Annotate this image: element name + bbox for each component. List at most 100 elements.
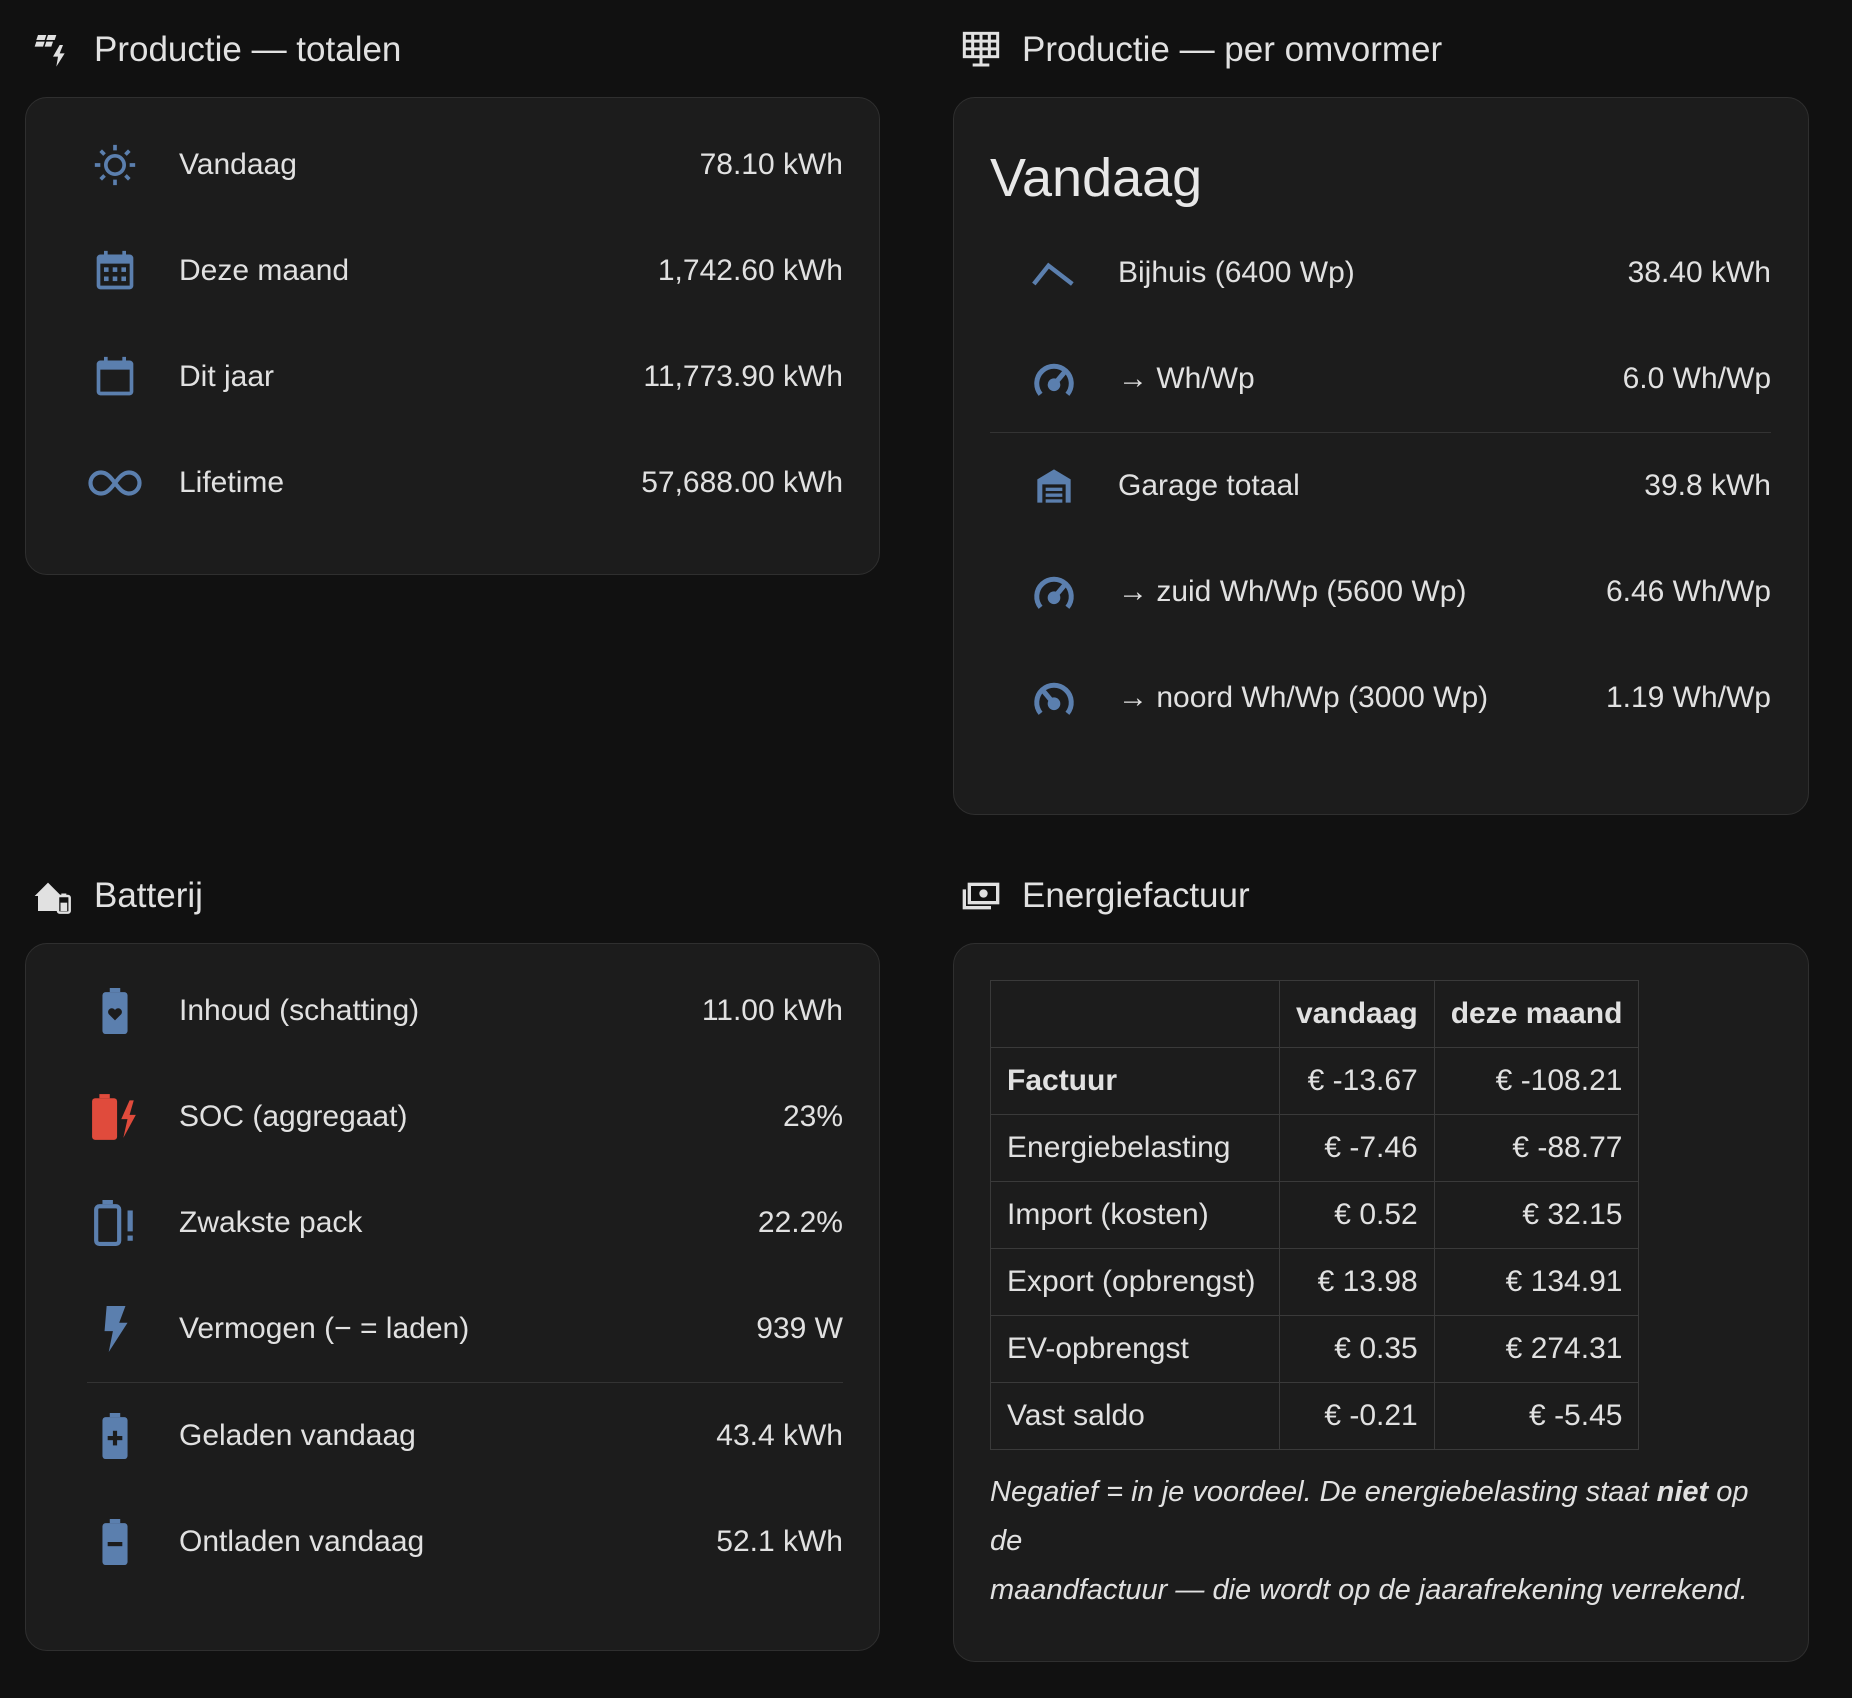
row-label: Lifetime: [179, 466, 285, 499]
row-label: Vast saldo: [990, 1382, 1280, 1450]
row-today: € 13.98: [1279, 1248, 1435, 1316]
solar-panel-icon: [960, 29, 1002, 71]
row-value: 1.19 Wh/Wp: [1605, 681, 1771, 714]
row-value: 43.4 kWh: [716, 1419, 843, 1452]
gauge-icon: [990, 356, 1118, 402]
divider: [990, 432, 1771, 433]
card-heading: Vandaag: [990, 148, 1203, 208]
roof-icon: [990, 259, 1118, 287]
row-month: € 134.91: [1433, 1248, 1640, 1316]
row-value: 11.00 kWh: [701, 994, 843, 1027]
table-header-today: vandaag: [1279, 980, 1435, 1048]
row-value: 11,773.90 kWh: [643, 360, 843, 393]
battery-minus-icon: [51, 1519, 179, 1565]
gauge-icon: [990, 569, 1118, 615]
battery-row-soc[interactable]: SOC (aggregaat) 23%: [51, 1064, 843, 1170]
row-value: 6.0 Wh/Wp: [1622, 362, 1771, 395]
home-battery-icon: [32, 875, 74, 917]
note-text-part2: op de: [990, 1476, 1749, 1557]
row-label: Deze maand: [179, 254, 350, 287]
row-label: Import (kosten): [990, 1181, 1280, 1249]
row-label: EV-opbrengst: [990, 1315, 1280, 1383]
totals-card: Vandaag 78.10 kWh Deze maand 1,742.60 kW…: [25, 97, 880, 575]
row-value: 38.40 kWh: [1627, 256, 1771, 289]
battery-row-discharged[interactable]: Ontladen vandaag 52.1 kWh: [51, 1489, 843, 1595]
battery-plus-icon: [51, 1413, 179, 1459]
calendar-blank-icon: [51, 355, 179, 399]
table-row: Import (kosten) € 0.52 € 32.15: [990, 1181, 1640, 1249]
battery-alert-icon: [51, 1200, 179, 1246]
row-label: Dit jaar: [179, 360, 275, 393]
row-today: € -7.46: [1279, 1114, 1435, 1182]
section-title-text: Batterij: [94, 876, 203, 915]
totals-row-today[interactable]: Vandaag 78.10 kWh: [51, 112, 843, 218]
gauge-low-icon: [990, 675, 1118, 721]
row-label: Vermogen (− = laden): [179, 1312, 470, 1345]
row-label: Export (opbrengst): [990, 1248, 1280, 1316]
section-title-text: Productie — per omvormer: [1022, 30, 1443, 69]
battery-row-power[interactable]: Vermogen (− = laden) 939 W: [51, 1276, 843, 1382]
row-label: Factuur: [990, 1047, 1280, 1115]
table-row: EV-opbrengst € 0.35 € 274.31: [990, 1315, 1640, 1383]
battery-row-charged[interactable]: Geladen vandaag 43.4 kWh: [51, 1383, 843, 1489]
inverter-row-bijhuis-ratio[interactable]: → Wh/Wp 6.0 Wh/Wp: [990, 326, 1771, 432]
row-label: Energiebelasting: [990, 1114, 1280, 1182]
row-month: € 274.31: [1433, 1315, 1640, 1383]
note-text-bold: niet: [1656, 1476, 1709, 1508]
inverter-row-zuid[interactable]: → zuid Wh/Wp (5600 Wp) 6.46 Wh/Wp: [990, 539, 1771, 645]
row-label: → Wh/Wp: [1118, 362, 1255, 395]
per-inverter-card: Vandaag Bijhuis (6400 Wp) 38.40 kWh → Wh…: [953, 97, 1809, 815]
row-today: € 0.52: [1279, 1181, 1435, 1249]
solar-power-variant-icon: [32, 29, 74, 71]
row-label: Zwakste pack: [179, 1206, 363, 1239]
totals-row-month[interactable]: Deze maand 1,742.60 kWh: [51, 218, 843, 324]
row-value: 1,742.60 kWh: [657, 254, 843, 287]
section-title-totals: Productie — totalen: [32, 20, 401, 80]
bill-table: vandaag deze maand Factuur € -13.67 € -1…: [990, 980, 1640, 1450]
row-value: 57,688.00 kWh: [641, 466, 843, 499]
garage-icon: [990, 466, 1118, 506]
table-row: Vast saldo € -0.21 € -5.45: [990, 1382, 1640, 1450]
row-month: € -88.77: [1433, 1114, 1640, 1182]
cash-icon: [960, 875, 1002, 917]
battery-heart-icon: [51, 988, 179, 1034]
table-row: Factuur € -13.67 € -108.21: [990, 1047, 1640, 1115]
bill-note: Negatief = in je voordeel. De energiebel…: [990, 1468, 1772, 1615]
inverter-row-bijhuis[interactable]: Bijhuis (6400 Wp) 38.40 kWh: [990, 220, 1771, 326]
section-title-per-inverter: Productie — per omvormer: [960, 20, 1442, 80]
table-header-empty: [990, 980, 1280, 1048]
battery-row-weakest[interactable]: Zwakste pack 22.2%: [51, 1170, 843, 1276]
battery-row-content[interactable]: Inhoud (schatting) 11.00 kWh: [51, 958, 843, 1064]
row-label: Ontladen vandaag: [179, 1525, 425, 1558]
inverter-row-noord[interactable]: → noord Wh/Wp (3000 Wp) 1.19 Wh/Wp: [990, 645, 1771, 751]
row-value: 939 W: [756, 1312, 843, 1345]
bill-card: vandaag deze maand Factuur € -13.67 € -1…: [953, 943, 1809, 1662]
battery-card: Inhoud (schatting) 11.00 kWh SOC (aggreg…: [25, 943, 880, 1651]
row-month: € -108.21: [1433, 1047, 1640, 1115]
note-text-line2: maandfactuur — die wordt op de jaarafrek…: [990, 1574, 1748, 1606]
row-value: 23%: [782, 1100, 843, 1133]
table-header-month: deze maand: [1433, 980, 1640, 1048]
row-label: Bijhuis (6400 Wp): [1118, 256, 1355, 289]
divider: [87, 1382, 843, 1383]
row-today: € -0.21: [1279, 1382, 1435, 1450]
row-label: SOC (aggregaat): [179, 1100, 408, 1133]
section-title-battery: Batterij: [32, 866, 203, 926]
section-title-bill: Energiefactuur: [960, 866, 1250, 926]
row-month: € 32.15: [1433, 1181, 1640, 1249]
totals-row-lifetime[interactable]: Lifetime 57,688.00 kWh: [51, 430, 843, 536]
section-title-text: Energiefactuur: [1022, 876, 1250, 915]
battery-charging-alert-icon: [51, 1094, 179, 1140]
section-title-text: Productie — totalen: [94, 30, 402, 69]
totals-row-year[interactable]: Dit jaar 11,773.90 kWh: [51, 324, 843, 430]
row-label: Vandaag: [179, 148, 297, 181]
table-row: Energiebelasting € -7.46 € -88.77: [990, 1114, 1640, 1182]
row-label: → noord Wh/Wp (3000 Wp): [1118, 681, 1489, 714]
row-today: € -13.67: [1279, 1047, 1435, 1115]
row-value: 22.2%: [757, 1206, 843, 1239]
inverter-row-garage[interactable]: Garage totaal 39.8 kWh: [990, 433, 1771, 539]
row-value: 6.46 Wh/Wp: [1605, 575, 1771, 608]
table-header-row: vandaag deze maand: [990, 980, 1640, 1048]
row-label: Geladen vandaag: [179, 1419, 416, 1452]
row-label: Garage totaal: [1118, 469, 1300, 502]
